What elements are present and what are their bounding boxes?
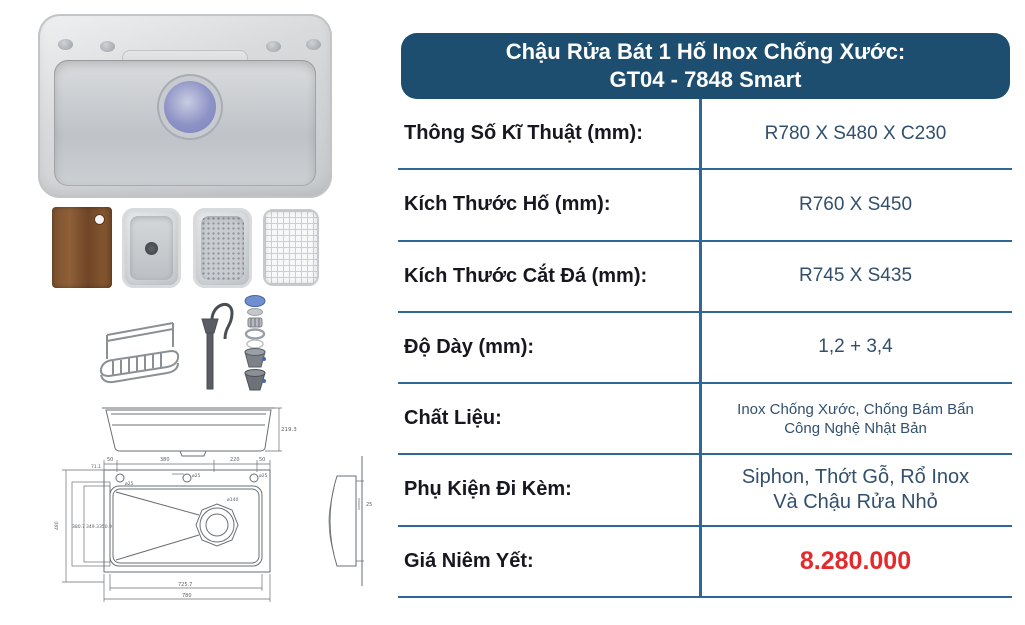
table-row-thickness: Độ Dày (mm): 1,2 + 3,4 (398, 313, 1012, 385)
cutting-board-hole (95, 215, 104, 224)
row-value: R745 X S435 (798, 265, 913, 287)
row-value-line2: Và Chậu Rửa Nhỏ (773, 490, 938, 513)
wire-grid-rack-image (263, 209, 319, 286)
product-title-line2: GT04 - 7848 Smart (609, 67, 802, 92)
dim-label: 380 (160, 457, 170, 463)
column-divider (699, 99, 702, 598)
dim-label: 725.7 (178, 582, 192, 588)
faucet-hole (306, 39, 321, 50)
faucet-hole (58, 39, 73, 50)
faucet-hole (266, 41, 281, 52)
row-value-line1: Inox Chống Xước, Chống Bám Bẩn (737, 400, 974, 418)
sink-drain (164, 81, 216, 133)
row-label: Phụ Kiện Đi Kèm: (404, 478, 572, 501)
row-value: Siphon, Thớt Gỗ, Rổ Inox Và Chậu Rửa Nhỏ (699, 465, 1012, 515)
row-label: Thông Số Kĩ Thuật (mm): (404, 122, 643, 145)
row-value: R780 X S480 X C230 (764, 122, 947, 144)
row-value-line2: Công Nghệ Nhật Bản (784, 419, 927, 437)
cutting-board-image (52, 207, 112, 288)
dim-label: 480 (54, 521, 60, 530)
dim-label: 25 (366, 502, 372, 508)
row-value: Inox Chống Xước, Chống Bám Bẩn Công Nghệ… (699, 400, 1012, 438)
dim-label: 219.3 (281, 427, 297, 433)
dim-label: 349.3 (86, 524, 99, 530)
dim-label: 50 (107, 457, 113, 463)
product-title-line1: Chậu Rửa Bát 1 Hố Inox Chống Xước: (505, 39, 906, 64)
price-value: 8.280.000 (799, 546, 912, 575)
dim-label: 350.9 (99, 524, 112, 530)
dim-label: 780 (182, 593, 192, 599)
table-row-dimensions: Thông Số Kĩ Thuật (mm): R780 X S480 X C2… (398, 99, 1012, 171)
row-value: 1,2 + 3,4 (818, 336, 893, 358)
row-value-line1: Siphon, Thớt Gỗ, Rổ Inox (741, 465, 970, 488)
basin-drain (145, 241, 158, 255)
small-basin-image (122, 208, 181, 288)
faucet-hole (100, 41, 115, 52)
row-label: Chất Liệu: (404, 407, 502, 430)
sink-photo (38, 14, 332, 198)
colander-holes (201, 216, 244, 280)
table-row-price: Giá Niêm Yết: 8.280.000 (398, 527, 1012, 598)
dim-label: 220 (230, 457, 240, 463)
row-label: Độ Dày (mm): (404, 335, 535, 358)
product-title-banner: Chậu Rửa Bát 1 Hố Inox Chống Xước: GT04 … (401, 33, 1010, 99)
dim-label: 71.1 (91, 464, 101, 470)
table-row-accessories: Phụ Kiện Đi Kèm: Siphon, Thớt Gỗ, Rổ Ino… (398, 455, 1012, 527)
dim-label: 50 (259, 457, 265, 463)
row-label: Kích Thước Hố (mm): (404, 193, 611, 216)
drain-hose-image (201, 303, 234, 390)
spec-table: Thông Số Kĩ Thuật (mm): R780 X S480 X C2… (398, 99, 1012, 598)
dim-label: ø140 (227, 497, 238, 503)
row-value: R760 X S450 (798, 193, 913, 215)
colander-image (193, 208, 252, 288)
drain-parts-stack-image (244, 295, 266, 391)
row-label: Giá Niêm Yết: (404, 549, 534, 572)
table-row-cutout-size: Kích Thước Cắt Đá (mm): R745 X S435 (398, 242, 1012, 313)
dim-label: 380.7 (72, 524, 85, 530)
technical-drawing: 219.3 50 380 220 50 ø25 ø25 ø25 71.1 480… (54, 407, 372, 602)
dim-label: ø25 (192, 473, 201, 479)
row-label: Kích Thước Cắt Đá (mm): (404, 264, 648, 287)
dim-label: ø25 (259, 473, 268, 479)
table-row-bowl-size: Kích Thước Hố (mm): R760 X S450 (398, 170, 1012, 242)
table-row-material: Chất Liệu: Inox Chống Xước, Chống Bám Bẩ… (398, 384, 1012, 456)
dim-label: ø25 (125, 481, 134, 487)
wire-shelf-image (99, 322, 180, 384)
